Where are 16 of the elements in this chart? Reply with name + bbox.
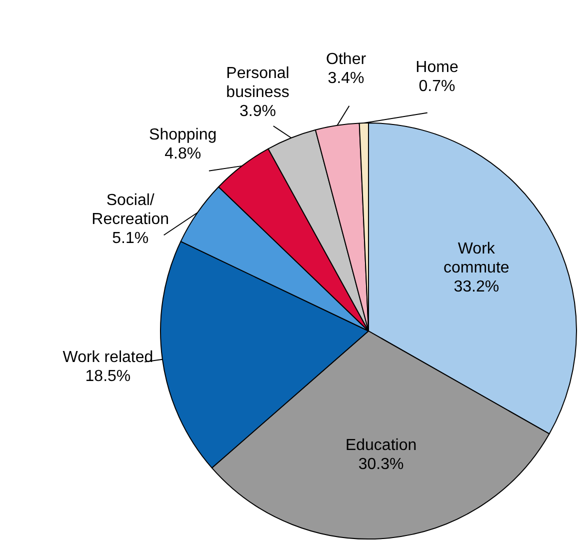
data-label: 33.2% <box>454 278 500 296</box>
data-label: 30.3% <box>358 456 404 474</box>
data-label: 3.9% <box>240 102 276 120</box>
slice-label: Home <box>416 58 458 76</box>
data-label: 5.1% <box>112 230 149 247</box>
slice-label: Shopping <box>149 126 217 144</box>
data-label: 18.5% <box>85 368 131 385</box>
slice-label: Personal business <box>226 64 290 101</box>
slice-label: Education <box>345 437 417 454</box>
data-label: 4.8% <box>164 146 202 163</box>
slice-label: Work commute <box>443 240 510 277</box>
data-label: 0.7% <box>418 78 456 95</box>
slice-label: Other <box>326 50 367 68</box>
slice-label: Work related <box>62 348 154 366</box>
slice-label: Social/Recreation <box>92 192 170 228</box>
data-label: 3.4% <box>328 70 364 87</box>
